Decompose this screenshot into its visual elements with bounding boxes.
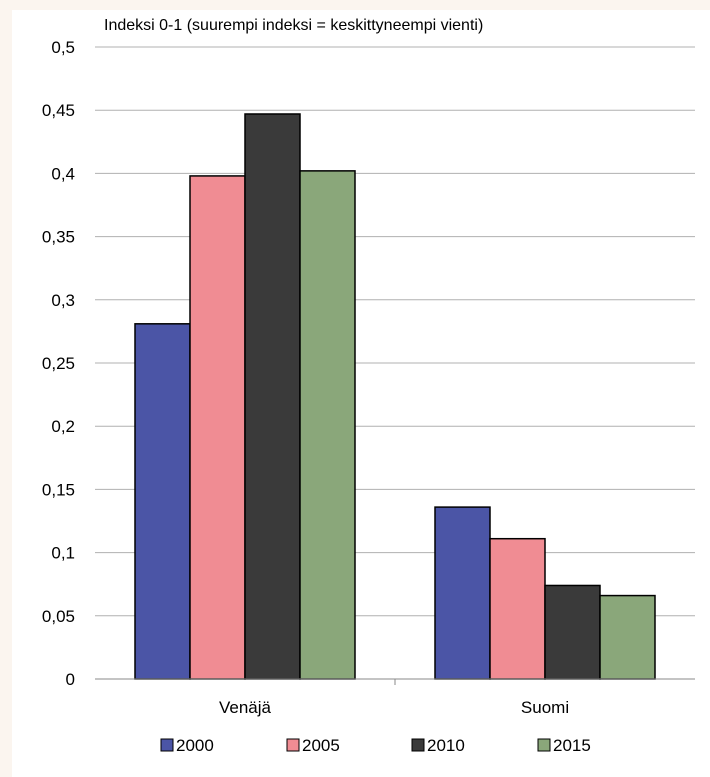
y-tick-label: 0,4 — [51, 164, 75, 183]
legend-swatch-2015 — [537, 738, 551, 752]
legend-label-2015: 2015 — [553, 736, 591, 755]
y-tick-label: 0,45 — [42, 101, 75, 120]
legend-swatch-2010 — [411, 738, 425, 752]
bar-2010-venaja — [244, 113, 301, 680]
y-tick-label: 0,15 — [42, 480, 75, 499]
y-tick-label: 0,1 — [51, 544, 75, 563]
bar-2000-suomi — [434, 506, 491, 680]
legend-label-2005: 2005 — [302, 736, 340, 755]
legend-label-2000: 2000 — [176, 736, 214, 755]
bar-2005-venaja — [189, 175, 246, 680]
y-tick-label: 0,25 — [42, 354, 75, 373]
y-tick-label: 0,2 — [51, 417, 75, 436]
y-axis-ticks: 0 0,05 0,1 0,15 0,2 0,25 0,3 0,35 0,4 0,45 0,5 — [42, 38, 75, 689]
chart-title: Indeksi 0-1 (suurempi indeksi = keskitty… — [104, 17, 483, 34]
x-axis-ticks: Venäjä Suomi — [219, 679, 569, 717]
bars — [134, 113, 656, 680]
legend: 2000 2005 2010 2015 — [160, 736, 591, 755]
bar-2015-venaja — [299, 170, 356, 680]
bar-2010-suomi — [544, 584, 601, 680]
y-tick-label: 0,05 — [42, 607, 75, 626]
bar-2015-suomi — [599, 594, 656, 680]
x-tick-label: Venäjä — [219, 698, 272, 717]
y-tick-label: 0 — [66, 670, 75, 689]
legend-swatch-2005 — [286, 738, 300, 752]
y-tick-label: 0,35 — [42, 228, 75, 247]
y-tick-label: 0,3 — [51, 291, 75, 310]
bar-2005-suomi — [489, 537, 546, 680]
bar-2000-venaja — [134, 323, 191, 680]
legend-label-2010: 2010 — [427, 736, 465, 755]
y-tick-label: 0,5 — [51, 38, 75, 57]
x-tick-label: Suomi — [521, 698, 569, 717]
legend-swatch-2000 — [160, 738, 174, 752]
